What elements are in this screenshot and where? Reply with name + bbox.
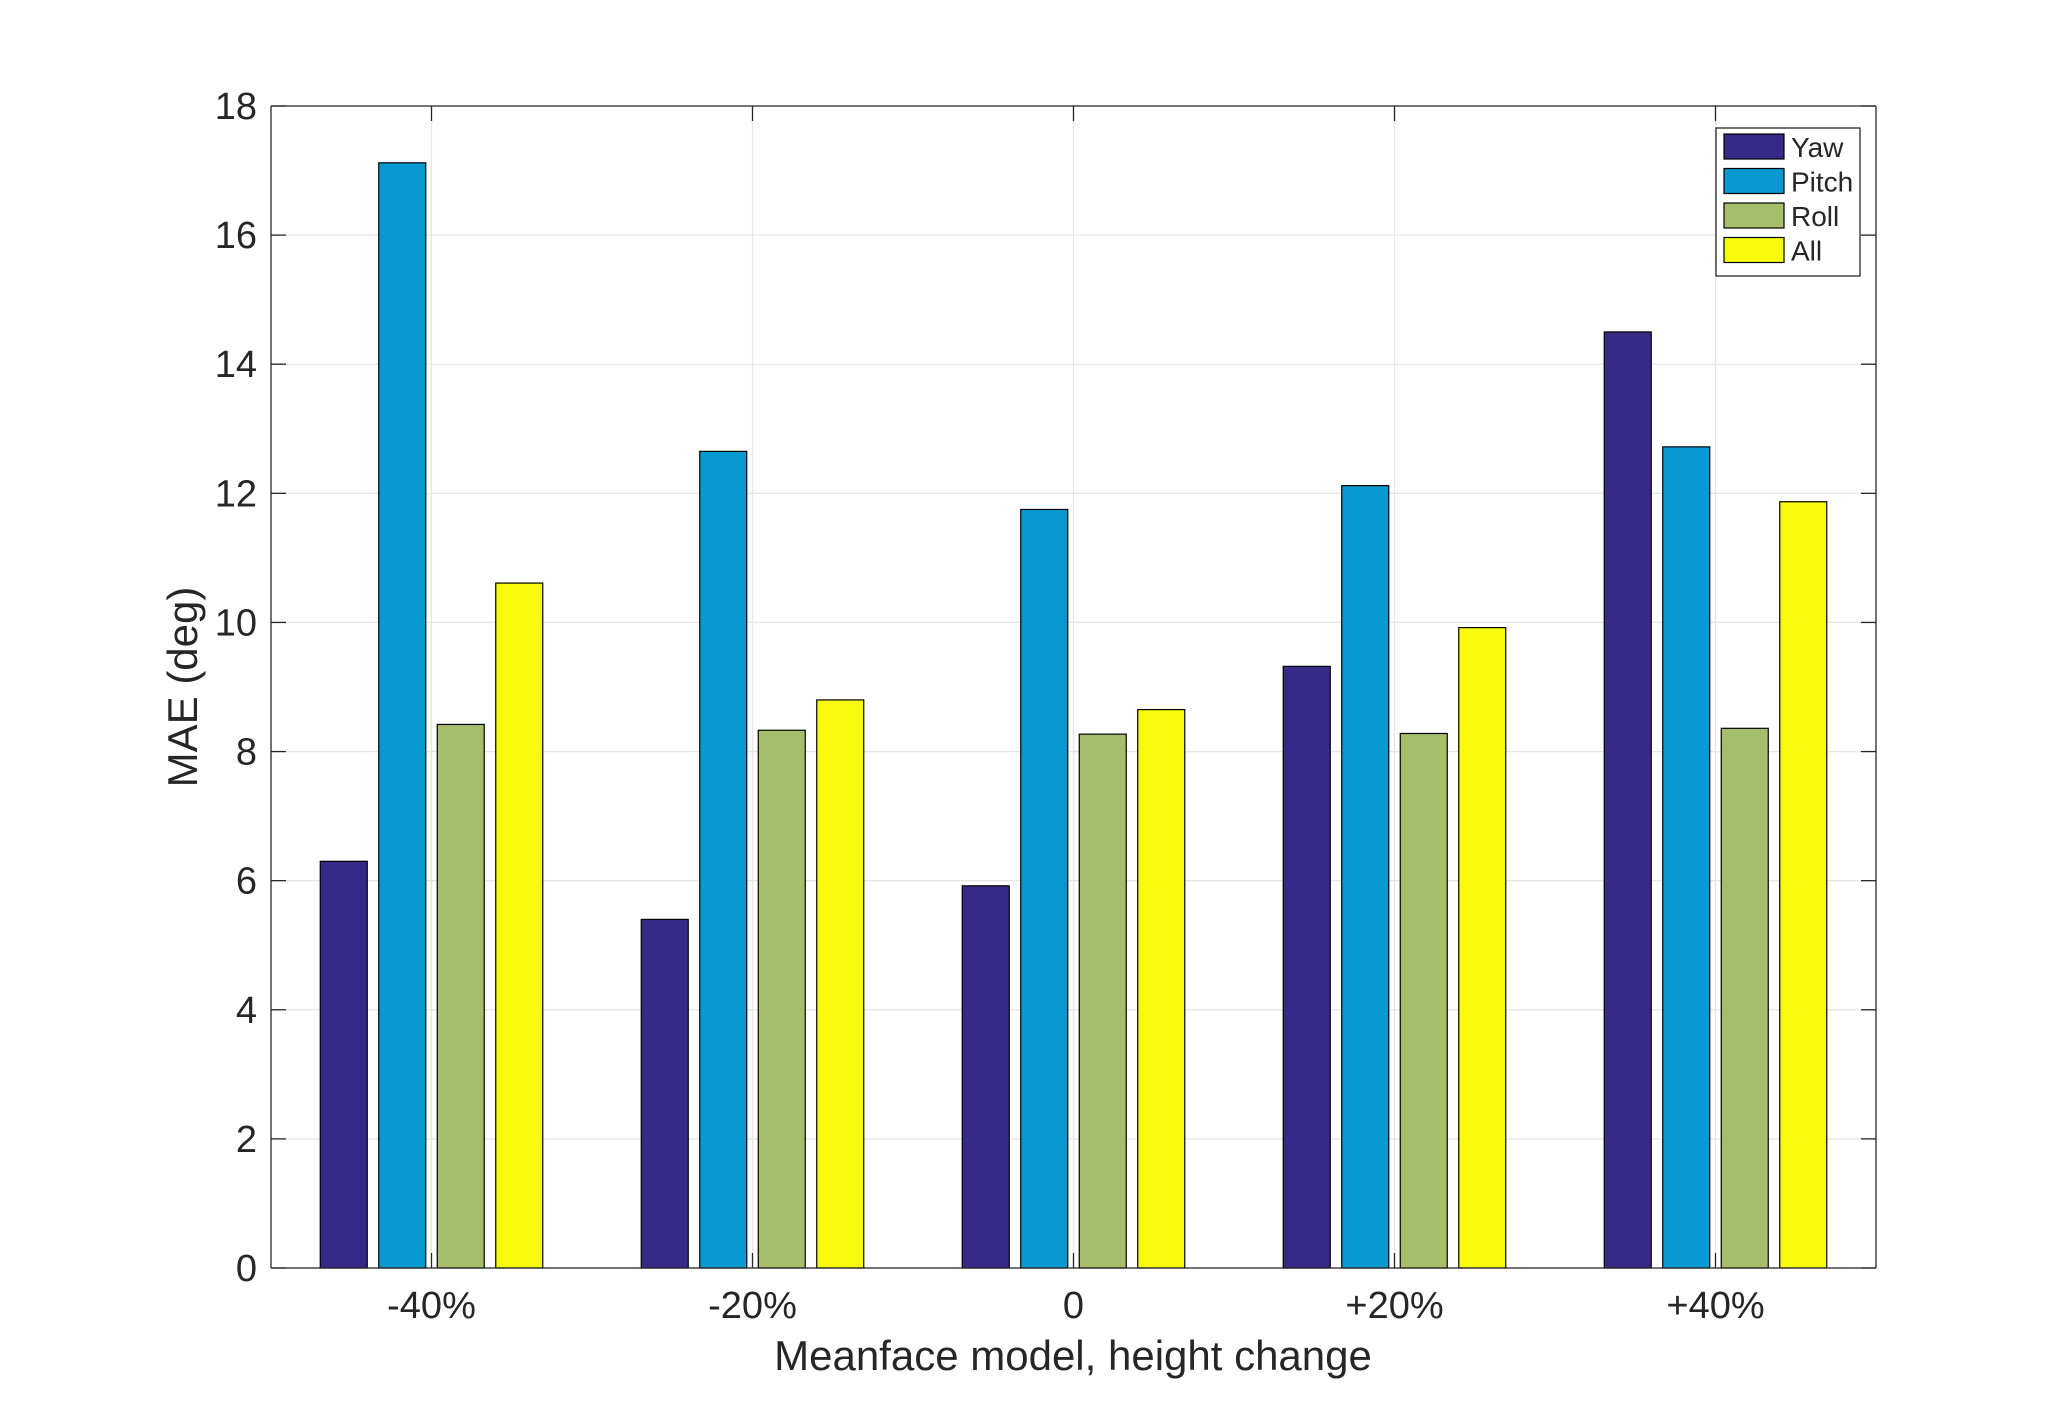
bar-yaw-2: [961, 885, 1010, 1269]
y-axis-label: MAE (deg): [159, 587, 206, 788]
bar-yaw-3: [1282, 665, 1331, 1269]
legend-swatch-all: [1723, 236, 1785, 264]
bar-roll-0: [436, 723, 485, 1269]
axes: [270, 105, 1877, 1269]
y-tick-label: 12: [215, 473, 257, 515]
x-tick-label: 0: [1063, 1285, 1084, 1327]
bar-pitch-2: [1020, 508, 1069, 1269]
x-tick-label: +20%: [1345, 1285, 1443, 1327]
y-tick-label: 6: [236, 861, 257, 903]
bar-pitch-4: [1662, 446, 1711, 1269]
x-tick-label: -20%: [708, 1285, 797, 1327]
bar-pitch-1: [699, 450, 748, 1269]
bar-pitch-0: [378, 162, 427, 1269]
bar-roll-3: [1399, 732, 1448, 1269]
bar-all-0: [495, 582, 544, 1269]
bar-roll-1: [757, 729, 806, 1269]
bar-yaw-1: [640, 918, 689, 1269]
legend-swatch-roll: [1723, 202, 1785, 229]
bar-roll-2: [1078, 733, 1127, 1269]
bar-yaw-0: [319, 860, 368, 1269]
legend-label-all: All: [1791, 236, 1822, 267]
legend-label-yaw: Yaw: [1791, 132, 1844, 163]
bar-roll-4: [1720, 727, 1769, 1269]
legend-label-pitch: Pitch: [1791, 167, 1853, 198]
y-tick-label: 18: [215, 86, 257, 128]
y-tick-label: 16: [215, 215, 257, 257]
y-tick-label: 4: [236, 990, 257, 1032]
bar-all-4: [1779, 501, 1828, 1269]
bar-all-1: [816, 699, 865, 1269]
bar-all-2: [1137, 708, 1186, 1269]
legend-swatch-pitch: [1723, 167, 1785, 195]
bar-all-3: [1458, 627, 1507, 1269]
x-tick-label: +40%: [1666, 1285, 1764, 1327]
y-tick-label: 2: [236, 1119, 257, 1161]
y-tick-label: 14: [215, 344, 257, 386]
y-tick-label: 8: [236, 732, 257, 774]
legend-label-roll: Roll: [1791, 201, 1839, 232]
bar-yaw-4: [1603, 331, 1652, 1269]
y-tick-label: 10: [215, 602, 257, 644]
bars: [319, 162, 1828, 1269]
legend-swatch-yaw: [1723, 133, 1785, 160]
bar-pitch-3: [1341, 484, 1390, 1269]
tick-labels: 0 2 4 6 8 10 12 14 16 18 -40% -20% 0 +20% +40%: [215, 86, 1765, 1327]
x-tick-label: -40%: [387, 1285, 476, 1327]
y-tick-label: 0: [236, 1248, 257, 1290]
x-axis-label: Meanface model, height change: [774, 1332, 1372, 1379]
